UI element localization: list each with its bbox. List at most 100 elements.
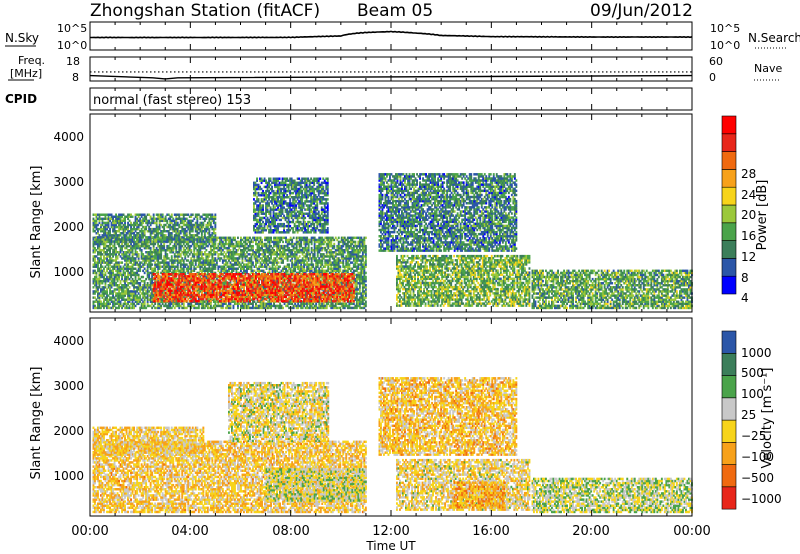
heatmap-cell — [150, 247, 152, 249]
heatmap-cell — [198, 305, 200, 307]
freq-panel: Freq. [MHz] 18 8 60 0 Nave — [8, 54, 782, 84]
date-label: 09/Jun/2012 — [590, 1, 693, 21]
heatmap-cell — [129, 286, 131, 288]
heatmap-cell — [187, 270, 189, 272]
nave-label: Nave — [754, 62, 782, 75]
heatmap-cell — [160, 305, 162, 307]
heatmap-cell — [106, 270, 108, 272]
heatmap-cell — [147, 303, 149, 305]
heatmap-cell — [162, 303, 164, 305]
heatmap-cell — [111, 286, 113, 288]
radar-summary-plot: Zhongshan Station (fitACF) Beam 05 09/Ju… — [0, 0, 800, 554]
heatmap-cell — [180, 253, 182, 255]
heatmap-cell — [99, 286, 101, 288]
cpid-value: normal (fast stereo) 153 — [93, 93, 251, 108]
nsky-series-line — [90, 31, 692, 37]
heatmap-cell — [144, 303, 146, 305]
heatmap-cell — [126, 286, 128, 288]
heatmap-cell — [106, 288, 108, 290]
heatmap-cell — [97, 288, 99, 290]
heatmap-cell — [115, 253, 117, 255]
heatmap-cell — [141, 249, 143, 251]
heatmap-cell — [186, 263, 188, 265]
heatmap-cell — [94, 292, 96, 294]
heatmap-cell — [138, 274, 140, 276]
heatmap-cell — [190, 245, 192, 247]
heatmap-cell — [139, 270, 141, 272]
heatmap-cell — [169, 270, 171, 272]
heatmap-cell — [130, 243, 132, 245]
heatmap-cell — [138, 253, 140, 255]
heatmap-cell — [175, 245, 177, 247]
heatmap-cell — [211, 270, 213, 272]
heatmap-cell — [96, 272, 98, 274]
heatmap-cell — [163, 243, 165, 245]
heatmap-cell — [111, 276, 113, 278]
heatmap-cell — [187, 255, 189, 257]
heatmap-cell — [154, 303, 156, 305]
heatmap-cell — [105, 243, 107, 245]
heatmap-cell — [99, 245, 101, 247]
heatmap-cell — [94, 259, 96, 261]
heatmap-cell — [199, 259, 201, 261]
cpid-row: CPID normal (fast stereo) 153 — [5, 88, 692, 110]
heatmap-cell — [150, 286, 152, 288]
heatmap-cell — [174, 253, 176, 255]
heatmap-cell — [103, 259, 105, 261]
heatmap-cell — [165, 259, 167, 261]
heatmap-cell — [144, 268, 146, 270]
heatmap-cell — [214, 253, 216, 255]
heatmap-cell — [153, 245, 155, 247]
heatmap-cell — [219, 259, 221, 261]
heatmap-cell — [112, 270, 114, 272]
heatmap-cell — [193, 249, 195, 251]
heatmap-cell — [171, 255, 173, 257]
heatmap-cell — [154, 270, 156, 272]
heatmap-cell — [147, 292, 149, 294]
heatmap-cell — [102, 253, 104, 255]
beam-label: Beam 05 — [357, 1, 433, 21]
heatmap-cell — [151, 263, 153, 265]
heatmap-cell — [207, 245, 209, 247]
heatmap-cell — [118, 243, 120, 245]
heatmap-cell — [169, 243, 171, 245]
heatmap-cell — [159, 303, 161, 305]
heatmap-cell — [148, 276, 150, 278]
heatmap-cell — [118, 276, 120, 278]
heatmap-cell — [187, 259, 189, 261]
heatmap-cell — [94, 296, 96, 298]
heatmap-cell — [214, 303, 216, 305]
heatmap-cell — [183, 243, 185, 245]
heatmap-cell — [187, 243, 189, 245]
heatmap-cell — [174, 261, 176, 263]
nsky-tick-top: 10^5 — [57, 22, 87, 35]
heatmap-cell — [138, 292, 140, 294]
heatmap-cell — [123, 270, 125, 272]
heatmap-cell — [135, 259, 137, 261]
heatmap-cell — [145, 278, 147, 280]
heatmap-cell — [147, 270, 149, 272]
nsky-tick-bottom: 10^0 — [57, 39, 87, 52]
heatmap-cell — [163, 245, 165, 247]
heatmap-cell — [147, 243, 149, 245]
heatmap-cell — [138, 259, 140, 261]
heatmap-cell — [130, 276, 132, 278]
heatmap-cell — [111, 261, 113, 263]
heatmap-cell — [172, 249, 174, 251]
heatmap-cell — [103, 276, 105, 278]
heatmap-cell — [135, 305, 137, 307]
heatmap-cell — [214, 266, 216, 268]
heatmap-cell — [106, 292, 108, 294]
heatmap-cell — [139, 294, 141, 296]
heatmap-cell — [157, 259, 159, 261]
heatmap-cell — [189, 253, 191, 255]
heatmap-cell — [183, 259, 185, 261]
heatmap-cell — [112, 255, 114, 257]
heatmap-cell — [217, 270, 219, 272]
freq-tick-top: 18 — [66, 55, 80, 68]
heatmap-cell — [184, 255, 186, 257]
nsearch-tick-bottom: 10^0 — [710, 39, 740, 52]
heatmap-cell — [120, 270, 122, 272]
heatmap-cell — [132, 249, 134, 251]
heatmap-cell — [180, 243, 182, 245]
